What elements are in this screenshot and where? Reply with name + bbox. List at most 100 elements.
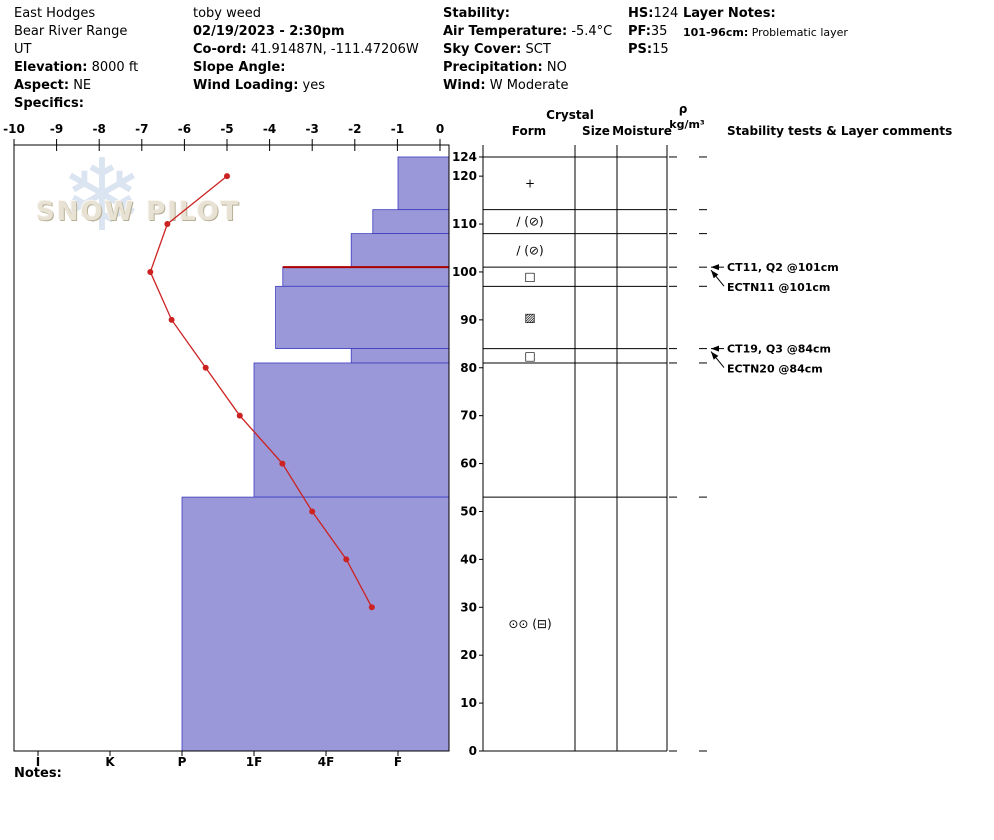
hs-label: HS: bbox=[628, 6, 654, 21]
temperature-point bbox=[368, 604, 375, 611]
temp-axis-label: -7 bbox=[135, 122, 148, 136]
temp-axis-label: -4 bbox=[263, 122, 276, 136]
depth-label: 90 bbox=[460, 313, 477, 327]
moisture-column-header: Moisture bbox=[612, 124, 672, 138]
stability-test-arrow bbox=[710, 351, 725, 368]
aspect-value: NE bbox=[73, 78, 92, 93]
hardness-axis-label: I bbox=[36, 755, 40, 769]
observer-name: toby weed bbox=[193, 6, 262, 21]
temp-axis-label: -2 bbox=[348, 122, 361, 136]
hs-value: 124 bbox=[653, 6, 679, 21]
snow-layer-bar bbox=[397, 156, 450, 211]
stability-test-label: ECTN11 @101cm bbox=[727, 281, 830, 294]
hardness-axis-label: 4F bbox=[318, 755, 335, 769]
density-unit-header: kg/m³ bbox=[669, 118, 705, 131]
depth-label: 80 bbox=[460, 361, 477, 375]
snow-layer-bar bbox=[181, 496, 450, 752]
stability-test-arrow bbox=[710, 269, 725, 287]
temp-axis-label: -10 bbox=[3, 122, 25, 136]
hardness-axis-label: K bbox=[105, 755, 115, 769]
wind-value: W Moderate bbox=[489, 78, 569, 93]
elevation-label: Elevation: bbox=[14, 60, 88, 75]
form-column-header: Form bbox=[511, 124, 547, 138]
depth-label: 50 bbox=[460, 504, 477, 518]
temp-axis-label: -5 bbox=[220, 122, 233, 136]
layer-note-range: 101-96cm: bbox=[683, 26, 749, 39]
crystal-form-symbol: ▨ bbox=[524, 310, 535, 324]
specifics-label: Specifics: bbox=[14, 96, 84, 111]
crystal-form-symbol: □ bbox=[524, 270, 535, 284]
temp-axis-label: -6 bbox=[178, 122, 191, 136]
temperature-point bbox=[309, 508, 316, 515]
wind-label: Wind: bbox=[443, 78, 486, 93]
notes-label: Notes: bbox=[14, 766, 62, 781]
temperature-point bbox=[147, 268, 154, 275]
crystal-column-header: Crystal bbox=[546, 108, 594, 122]
temperature-point bbox=[202, 364, 209, 371]
depth-label: 10 bbox=[460, 696, 477, 710]
coordinates-value: 41.91487N, -111.47206W bbox=[250, 42, 419, 57]
depth-label: 70 bbox=[460, 409, 477, 423]
pf-value: 35 bbox=[650, 24, 668, 39]
hardness-axis-label: P bbox=[178, 755, 187, 769]
crystal-form-symbol: ∕ (⊘) bbox=[516, 215, 543, 229]
coordinates-label: Co-ord: bbox=[193, 42, 247, 57]
temperature-point bbox=[224, 173, 230, 180]
temp-axis-label: 0 bbox=[436, 122, 444, 136]
site-name: East Hodges bbox=[14, 6, 96, 21]
layer-note-text: Problematic layer bbox=[751, 26, 848, 39]
precipitation-value: NO bbox=[546, 60, 567, 75]
snowpilot-watermark-text: SNOW PILOT bbox=[36, 197, 241, 227]
depth-label: 40 bbox=[460, 552, 477, 566]
snowflake-watermark-icon: ❄ bbox=[60, 137, 144, 254]
snow-layer-bar bbox=[275, 285, 450, 349]
hardness-axis-label: F bbox=[394, 755, 402, 769]
stability-test-label: CT11, Q2 @101cm bbox=[727, 261, 839, 274]
chart-layers: -10 -9 -8 -7 -6 -5 -4 -3 -2 -1 0I K P 1F 4F F1241201101… bbox=[3, 122, 839, 769]
temp-axis-label: -9 bbox=[50, 122, 63, 136]
depth-label: 120 bbox=[452, 169, 477, 183]
snow-layer-bar bbox=[350, 348, 450, 364]
crystal-form-symbol: ∕ (⊘) bbox=[516, 243, 543, 257]
observation-datetime: 02/19/2023 - 2:30pm bbox=[193, 24, 345, 39]
size-column-header: Size bbox=[582, 124, 610, 138]
crystal-form-symbol: □ bbox=[524, 349, 535, 363]
sky-cover-value: SCT bbox=[525, 42, 551, 57]
elevation-value: 8000 ft bbox=[91, 60, 139, 75]
crystal-form-symbol: ⊙⊙ (⊟) bbox=[508, 617, 551, 631]
ps-label: PS: bbox=[628, 42, 653, 57]
temperature-point bbox=[343, 556, 350, 563]
air-temperature-label: Air Temperature: bbox=[443, 24, 568, 39]
temp-axis-label: -3 bbox=[306, 122, 319, 136]
precipitation-label: Precipitation: bbox=[443, 60, 543, 75]
hardness-axis-label: 1F bbox=[246, 755, 263, 769]
temperature-line bbox=[149, 175, 373, 608]
density-symbol-header: ρ bbox=[678, 102, 688, 116]
snow-layer-bar bbox=[253, 362, 450, 498]
crystal-form-symbol: + bbox=[525, 176, 535, 190]
comments-column-header: Stability tests & Layer comments bbox=[727, 124, 953, 138]
slope-angle-label: Slope Angle: bbox=[193, 60, 286, 75]
ps-value: 15 bbox=[652, 42, 669, 57]
temp-axis-label: -1 bbox=[391, 122, 404, 136]
state: UT bbox=[14, 42, 32, 57]
depth-label: 100 bbox=[452, 265, 477, 279]
depth-label: 60 bbox=[460, 457, 477, 471]
temperature-point bbox=[279, 460, 286, 467]
pf-label: PF: bbox=[628, 24, 651, 39]
sky-cover-label: Sky Cover: bbox=[443, 42, 522, 57]
depth-label: 30 bbox=[460, 600, 477, 614]
depth-label: 124 bbox=[452, 150, 477, 164]
layer-notes-label: Layer Notes: bbox=[683, 6, 776, 21]
stability-test-label: CT19, Q3 @84cm bbox=[727, 343, 831, 356]
air-temperature-value: -5.4°C bbox=[571, 24, 613, 39]
stability-label: Stability: bbox=[443, 6, 510, 21]
depth-label: 20 bbox=[460, 648, 477, 662]
temperature-point bbox=[168, 316, 175, 323]
temperature-point bbox=[164, 221, 171, 228]
depth-label: 0 bbox=[469, 744, 477, 758]
stability-test-label: ECTN20 @84cm bbox=[727, 363, 823, 376]
wind-loading-label: Wind Loading: bbox=[193, 78, 299, 93]
